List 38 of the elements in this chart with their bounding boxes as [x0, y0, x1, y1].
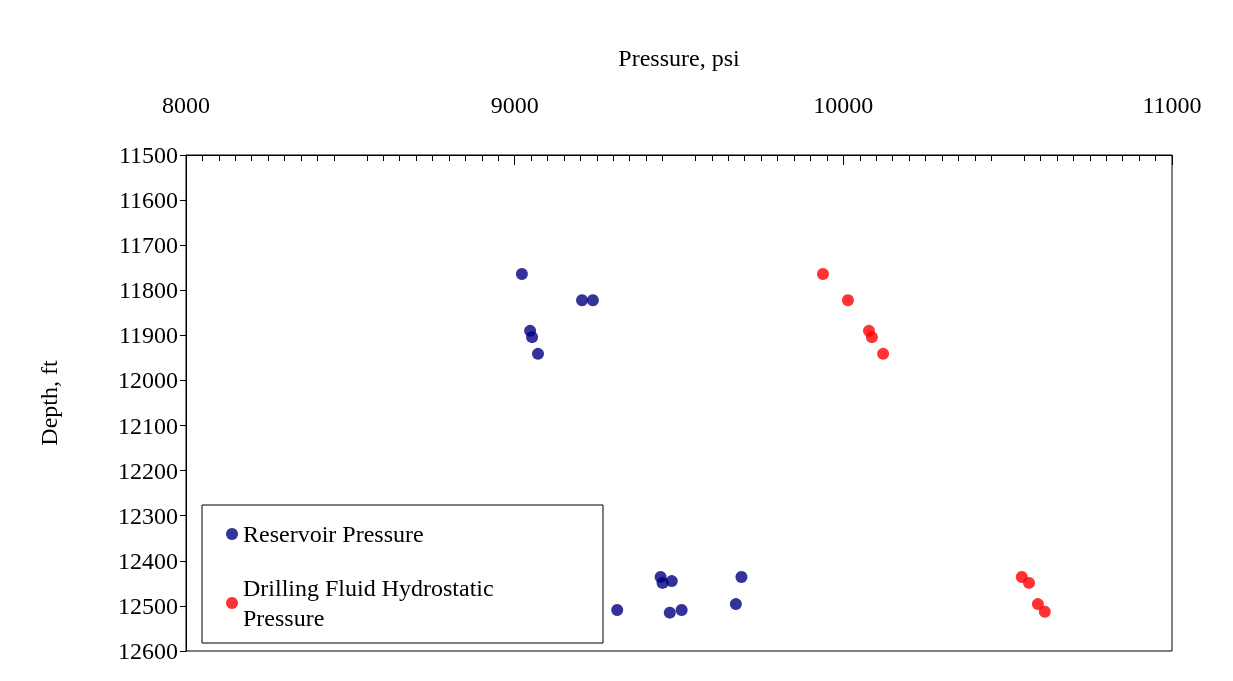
x-tick-label: 8000 [162, 92, 210, 118]
y-tick-label: 11600 [118, 187, 178, 214]
point [611, 603, 624, 616]
point [865, 331, 878, 344]
y-tick-label: 11700 [118, 232, 178, 259]
y-tick-label: 11500 [118, 142, 178, 168]
point [576, 294, 589, 307]
point [663, 606, 676, 619]
point [515, 268, 528, 281]
legend-label: Drilling Fluid Hydrostatic Pressure [243, 575, 500, 631]
point [877, 347, 890, 360]
point [729, 598, 742, 611]
point [526, 331, 539, 344]
y-tick-label: 12200 [118, 457, 178, 484]
legend-label: Reservoir Pressure [243, 521, 424, 547]
y-axis-title: Depth, ft [36, 360, 62, 446]
point [532, 347, 544, 360]
y-tick-label: 12400 [118, 547, 178, 574]
x-tick-label: 11000 [1142, 92, 1202, 118]
x-axis-title: Pressure, psi [618, 45, 740, 71]
point [1023, 576, 1036, 589]
point [665, 575, 678, 588]
point [675, 603, 688, 616]
x-tick-label: 10000 [813, 92, 874, 118]
point [816, 268, 829, 281]
x-tick-label: 9000 [490, 92, 539, 118]
y-tick-label: 11900 [118, 322, 178, 349]
point [1031, 598, 1044, 611]
point [1038, 605, 1051, 618]
point [841, 294, 854, 307]
y-tick-label: 12500 [118, 592, 178, 619]
point [586, 294, 599, 307]
y-tick-label: 12600 [118, 638, 178, 664]
y-tick-label: 11800 [118, 277, 178, 304]
y-tick-label: 12100 [118, 412, 178, 439]
y-tick-label: 12300 [118, 502, 178, 529]
point [735, 571, 748, 584]
y-tick-label: 12000 [118, 367, 178, 394]
